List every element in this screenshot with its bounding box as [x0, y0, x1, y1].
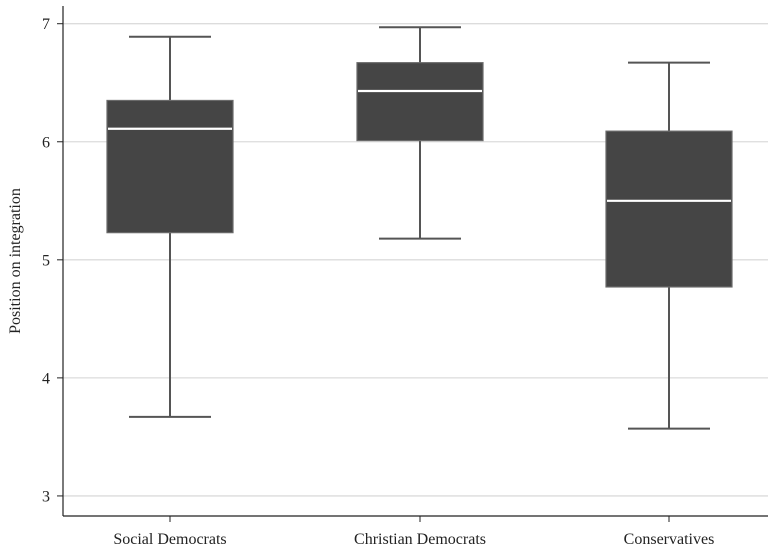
box-body-1 [356, 62, 484, 142]
box-0 [106, 35, 234, 418]
y-tick-label-6: 6 [42, 134, 50, 151]
y-tick-label-3: 3 [42, 488, 50, 505]
box-1 [356, 26, 484, 240]
boxes [106, 26, 733, 430]
box-2 [605, 61, 733, 430]
y-tick-label-7: 7 [42, 16, 50, 33]
y-tick-label-4: 4 [42, 370, 50, 387]
x-category-label-2: Conservatives [624, 531, 715, 548]
y-tick-label-5: 5 [42, 252, 50, 269]
x-category-label-1: Christian Democrats [354, 531, 486, 548]
labels: 3 4 5 6 7 Social Democrats Christian Democrats… [42, 16, 714, 548]
box-body-2 [605, 130, 733, 288]
y-axis-title: Position on integration [7, 188, 24, 334]
axes [57, 6, 768, 522]
x-category-label-0: Social Democrats [113, 531, 226, 548]
box-body-0 [106, 99, 234, 234]
